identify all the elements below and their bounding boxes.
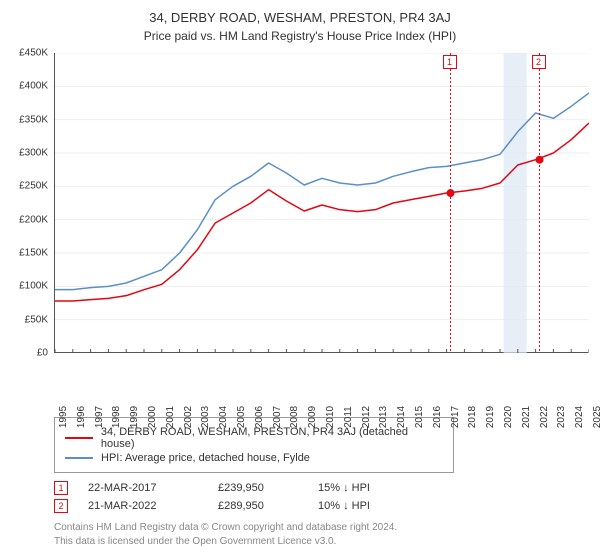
x-tick: 2021 <box>521 406 532 428</box>
y-tick: £0 <box>37 348 48 359</box>
y-axis: £0£50K£100K£150K£200K£250K£300K£350K£400… <box>12 53 52 353</box>
x-tick: 2024 <box>574 406 585 428</box>
x-tick: 1996 <box>76 406 87 428</box>
sale-row-1: 1 22-MAR-2017 £239,950 15% ↓ HPI <box>54 481 588 495</box>
sale-marker-icon: 1 <box>54 481 68 495</box>
x-tick: 2007 <box>272 406 283 428</box>
x-tick: 2014 <box>396 406 407 428</box>
footer-line-1: Contains HM Land Registry data © Crown c… <box>54 521 588 535</box>
x-tick: 2013 <box>378 406 389 428</box>
x-tick: 1999 <box>129 406 140 428</box>
y-tick: £150K <box>19 248 48 259</box>
y-tick: £200K <box>19 214 48 225</box>
x-tick: 2012 <box>361 406 372 428</box>
x-tick: 2020 <box>503 406 514 428</box>
x-tick: 2025 <box>592 406 600 428</box>
x-tick: 1997 <box>94 406 105 428</box>
x-tick: 2023 <box>556 406 567 428</box>
sale-date: 21-MAR-2022 <box>88 500 198 512</box>
x-tick: 2000 <box>147 406 158 428</box>
x-tick: 2011 <box>343 406 354 428</box>
sale-delta: 10% ↓ HPI <box>318 500 408 512</box>
chart-title: 34, DERBY ROAD, WESHAM, PRESTON, PR4 3AJ <box>12 10 588 25</box>
chart-subtitle: Price paid vs. HM Land Registry's House … <box>12 29 588 43</box>
x-tick: 2018 <box>467 406 478 428</box>
footer-line-2: This data is licensed under the Open Gov… <box>54 535 588 549</box>
sale-row-2: 2 21-MAR-2022 £289,950 10% ↓ HPI <box>54 499 588 513</box>
y-tick: £350K <box>19 114 48 125</box>
y-tick: £100K <box>19 281 48 292</box>
plot-svg <box>55 53 589 353</box>
x-tick: 2003 <box>200 406 211 428</box>
x-tick: 2001 <box>165 406 176 428</box>
plot-area <box>54 53 588 353</box>
sale-price: £239,950 <box>218 482 298 494</box>
x-tick: 2017 <box>450 406 461 428</box>
sale-marker-1: 1 <box>443 55 457 69</box>
sale-price: £289,950 <box>218 500 298 512</box>
y-tick: £300K <box>19 148 48 159</box>
y-tick: £250K <box>19 181 48 192</box>
y-tick: £450K <box>19 48 48 59</box>
x-tick: 2005 <box>236 406 247 428</box>
x-tick: 2019 <box>485 406 496 428</box>
x-tick: 1995 <box>58 406 69 428</box>
sale-delta: 15% ↓ HPI <box>318 482 408 494</box>
sale-date: 22-MAR-2017 <box>88 482 198 494</box>
x-tick: 2010 <box>325 406 336 428</box>
x-tick: 2006 <box>254 406 265 428</box>
x-tick: 2004 <box>218 406 229 428</box>
sale-marker-2: 2 <box>532 55 546 69</box>
y-tick: £50K <box>25 314 48 325</box>
x-tick: 2008 <box>289 406 300 428</box>
sales-table: 1 22-MAR-2017 £239,950 15% ↓ HPI 2 21-MAR-202… <box>12 481 588 513</box>
x-tick: 2015 <box>414 406 425 428</box>
x-tick: 2002 <box>183 406 194 428</box>
x-tick: 1998 <box>111 406 122 428</box>
y-tick: £400K <box>19 81 48 92</box>
sale-marker-icon: 2 <box>54 499 68 513</box>
footer: Contains HM Land Registry data © Crown c… <box>54 521 588 549</box>
x-axis: 1995199619971998199920002001200220032004… <box>54 411 588 469</box>
x-tick: 2016 <box>432 406 443 428</box>
x-tick: 2009 <box>307 406 318 428</box>
chart-area: £0 £50K £100K £150K £200K £250K £300K £350K £400… <box>12 53 588 411</box>
x-tick: 2022 <box>539 406 550 428</box>
